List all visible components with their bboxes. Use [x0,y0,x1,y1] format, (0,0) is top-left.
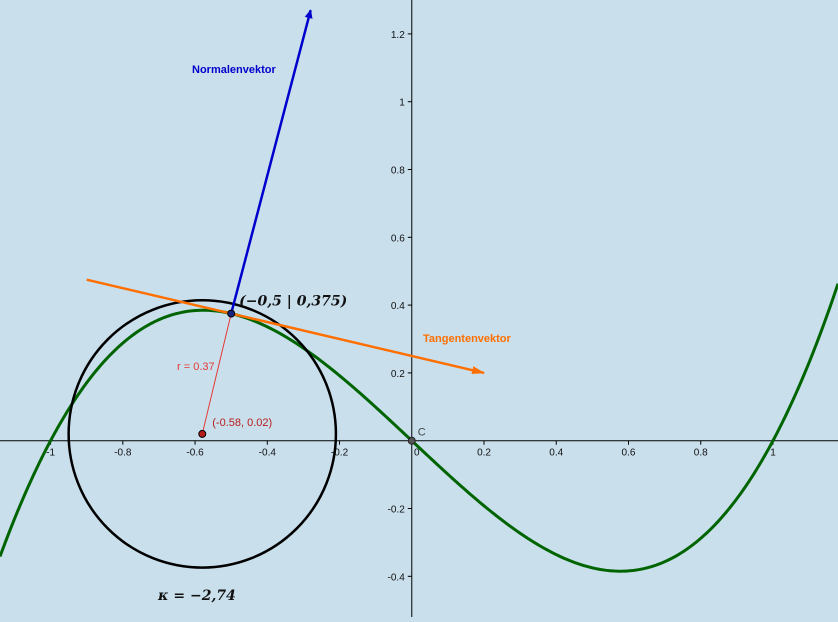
tangent-line[interactable] [86,278,232,315]
x-tick-label: -1 [46,448,55,459]
y-tick-label: -0.4 [388,572,406,583]
x-tick-label: -0.4 [259,448,277,459]
curvature-label: κ = −2,74 [157,588,236,604]
origin-point-label: C [418,427,426,439]
osculating-circle[interactable] [67,299,338,569]
x-tick-label: 0.8 [694,448,708,459]
y-tick-label: 0.6 [391,233,405,244]
center-point-label: (-0.58, 0.02) [212,417,272,429]
x-tick-label: 1 [770,448,776,459]
y-tick-label: -0.2 [388,505,406,516]
y-tick-label: 0.8 [391,166,405,177]
x-tick-label: 0.6 [622,448,636,459]
function-curve[interactable] [0,283,838,573]
x-tick-label: 0 [414,448,420,459]
radius-segment[interactable] [201,313,232,435]
circle-center-point[interactable] [198,429,207,438]
curve-point[interactable] [227,309,236,318]
x-tick-label: -0.2 [331,448,349,459]
normal-vector-label: Normalenvektor [192,64,276,76]
x-tick-label: 0.4 [549,448,563,459]
curve-point-label: (−0,5 | 0,375) [239,294,347,310]
radius-label: r = 0.37 [177,361,215,373]
x-tick-label: -0.6 [186,448,204,459]
tangent-vector-label: Tangentenvektor [423,333,512,345]
y-tick-label: 0.2 [391,369,405,380]
axis-ticks: -1 -0.8 -0.6 -0.4 -0.2 0 0.2 0.4 0.6 0.8 1 -0.4 -0.2… [46,30,776,583]
x-tick-label: -0.8 [114,448,132,459]
y-tick-label: 0.4 [391,301,405,312]
normal-vector-arrow[interactable] [229,9,313,314]
origin-point-c[interactable] [407,436,416,445]
x-tick-label: 0.2 [477,448,491,459]
y-tick-label: 1.2 [391,30,405,41]
y-tick-label: 1 [399,98,405,109]
tangent-vector-arrow[interactable] [230,312,485,375]
